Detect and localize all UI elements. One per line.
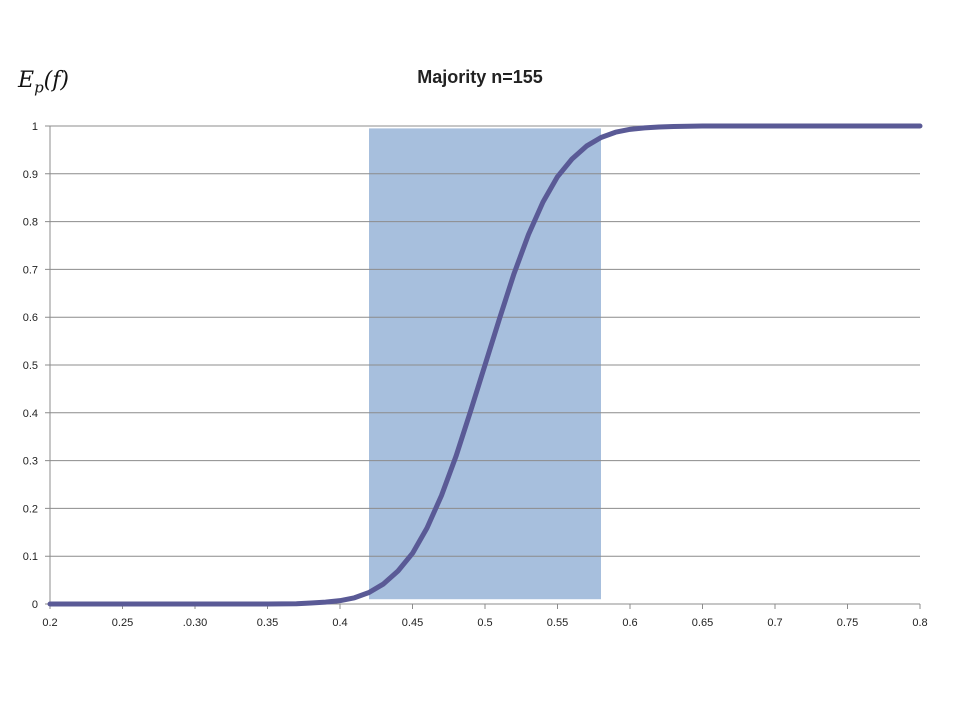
y-tick-label: 0.4: [23, 408, 38, 420]
x-tick-label: 0.5: [477, 617, 492, 629]
y-axis-label-arg: (f): [43, 68, 69, 93]
y-tick-label: 1: [32, 121, 38, 133]
x-tick-label: 0.75: [837, 617, 858, 629]
y-tick-label: 0: [32, 599, 38, 611]
x-tick-label: 0.8: [912, 617, 927, 629]
y-axis-label: Ep(f): [18, 68, 69, 96]
y-tick-label: 0.2: [23, 503, 38, 515]
x-tick-label: 0.6: [622, 617, 637, 629]
y-tick-label: 0.6: [23, 312, 38, 324]
y-tick-label: 0.7: [23, 264, 38, 276]
x-tick-label: 0.2: [42, 617, 57, 629]
x-tick-label: 0.65: [692, 617, 713, 629]
y-axis-label-base: E: [18, 68, 35, 93]
axes: 0 0.1 0.2 0.3 0.4 0.5 0.6 0.7 0.8 0.9 1 0.2 0.25 .0.3…: [23, 121, 928, 629]
series-line: [47, 123, 923, 607]
x-tick-label: 0.35: [257, 617, 278, 629]
y-tick-label: 0.3: [23, 456, 38, 468]
x-tick-label: 0.45: [402, 617, 423, 629]
series-layer: [47, 123, 923, 607]
y-tick-label: 0.5: [23, 360, 38, 372]
x-tick-label: .0.30: [183, 617, 207, 629]
y-tick-label: 0.1: [23, 551, 38, 563]
y-axis-label-sub: p: [34, 78, 44, 97]
y-tick-label: 0.8: [23, 217, 38, 229]
x-tick-label: 0.55: [547, 617, 568, 629]
x-tick-label: 0.7: [767, 617, 782, 629]
x-tick-label: 0.4: [332, 617, 347, 629]
chart-title: Majority n=155: [417, 67, 543, 87]
y-tick-label: 0.9: [23, 169, 38, 181]
x-tick-label: 0.25: [112, 617, 133, 629]
